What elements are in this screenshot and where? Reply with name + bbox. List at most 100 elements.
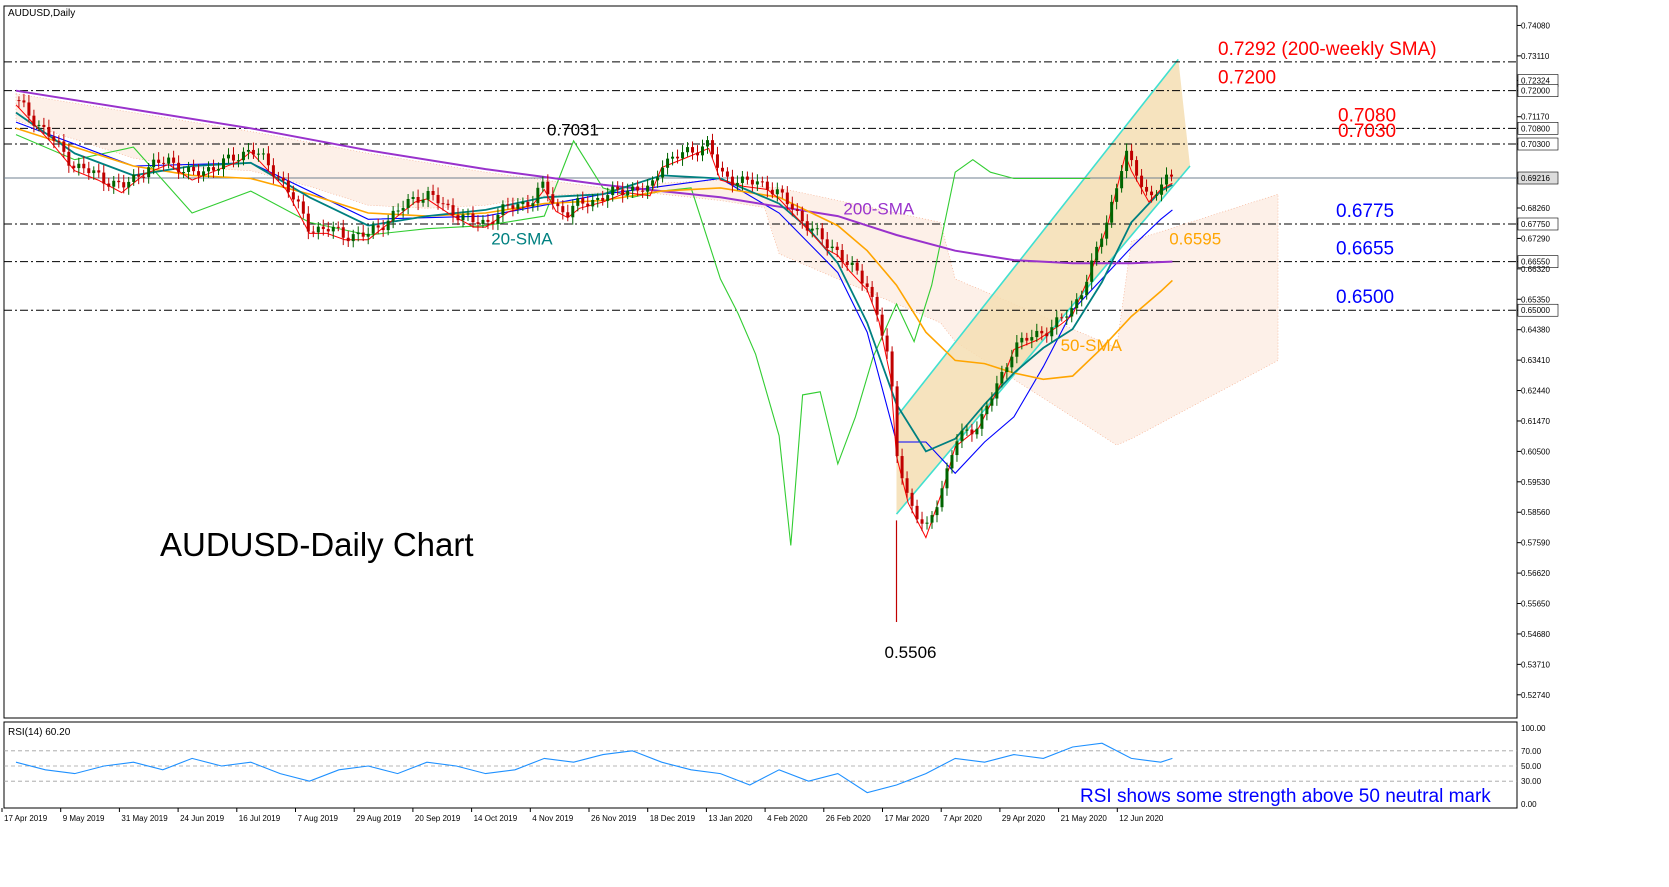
candle-body [511,205,515,209]
candle-body [661,167,665,178]
candle-body [27,102,31,116]
candle-body [576,198,580,206]
candle-body [895,386,899,457]
candle-body [436,194,440,204]
channel-fill [896,59,1190,515]
candle-body [596,197,600,200]
horizontal-levels: 0.7292 (200-weekly SMA)0.72000.70800.703… [4,39,1517,311]
candle-body [162,162,166,164]
candle-body [825,239,829,249]
candle-body [855,262,859,271]
candle-body [1010,356,1014,368]
rsi-panel: 100.00 70.00 50.00 30.00 0.00 [4,724,1546,809]
candle-body [381,227,385,231]
candle-body [631,186,635,191]
candle-body [266,153,270,166]
candle-body [586,203,590,207]
candle-body [177,162,181,173]
candle-body [316,226,320,233]
candle-body [57,140,61,142]
candle-body [311,231,315,233]
level-label: 0.6500 [1336,287,1394,308]
candle-body [646,185,650,192]
candle-body [67,151,71,166]
candle-body [955,441,959,456]
y-tick-highlight [1517,84,1559,97]
price-candles [17,93,1174,623]
candle-body [870,286,874,297]
candle-body [1040,330,1044,334]
candle-body [411,196,415,199]
candle-body [875,296,879,315]
candle-body [246,149,250,152]
candle-body [261,153,265,155]
candle-body [626,190,630,196]
candle-body [681,152,685,159]
rsi-tick-label: 50.00 [1521,762,1542,771]
x-tick-label: 4 Feb 2020 [767,814,808,823]
candle-body [202,171,206,176]
main-chart-frame [3,5,1518,719]
candle-body [172,157,176,163]
candle-body [1005,367,1009,372]
ichimoku-cloud-area [15,93,1279,446]
candle-body [92,170,96,174]
candle-body [1140,175,1144,187]
candle-body [905,478,909,493]
candle-body [720,167,724,172]
candle-body [860,270,864,284]
x-tick-label: 7 Apr 2020 [943,814,982,823]
candle-body [251,149,255,155]
candle-body [466,213,470,215]
candle-body [217,169,221,171]
candle-body [865,283,869,287]
candle-body [830,246,834,249]
series-200-sma [15,89,1173,265]
candle-body [566,212,570,218]
annotation-20-sma: 20-SMA [491,229,553,248]
candle-body [686,147,690,153]
y-tick-label: 0.66320 [1521,265,1550,274]
y-tick-label: 0.56620 [1521,569,1550,578]
candle-body [1090,260,1094,282]
x-tick-label: 17 Apr 2019 [4,814,48,823]
candle-body [301,201,305,214]
y-tick-label: 0.67750 [1521,220,1550,229]
candle-body [112,180,116,187]
y-tick-label: 0.60500 [1521,447,1550,456]
candle-body [501,204,505,215]
annotation-50-sma: 50-SMA [1061,336,1123,355]
series-50-sma [15,127,1173,381]
candle-body [132,174,136,182]
candle-body [1165,174,1169,185]
candle-body [87,168,91,174]
candle-body [142,176,146,178]
channel-upper-line [895,58,1179,418]
candle-body [760,181,764,183]
candle-body [281,177,285,181]
candle-body [371,225,375,234]
candle-body [496,214,500,224]
candle-body [256,153,260,155]
candle-body [416,196,420,203]
x-tick-label: 12 Jun 2020 [1119,814,1164,823]
candle-body [17,100,21,102]
candle-body [77,163,81,169]
x-tick-label: 29 Aug 2019 [356,814,401,823]
candle-body [326,229,330,232]
candle-body [820,228,824,240]
candle-body [331,226,335,232]
candle-body [546,181,550,195]
candle-body [775,189,779,195]
y-tick-label: 0.70800 [1521,124,1550,133]
candle-body [880,314,884,336]
candle-body [212,167,216,171]
candle-body [765,181,769,190]
candle-body [341,227,345,238]
candle-body [351,234,355,242]
candle-body [571,205,575,218]
candle-body [795,209,799,211]
x-tick-label: 4 Nov 2019 [532,814,573,823]
y-tick-label: 0.68260 [1521,204,1550,213]
candle-body [621,189,625,196]
